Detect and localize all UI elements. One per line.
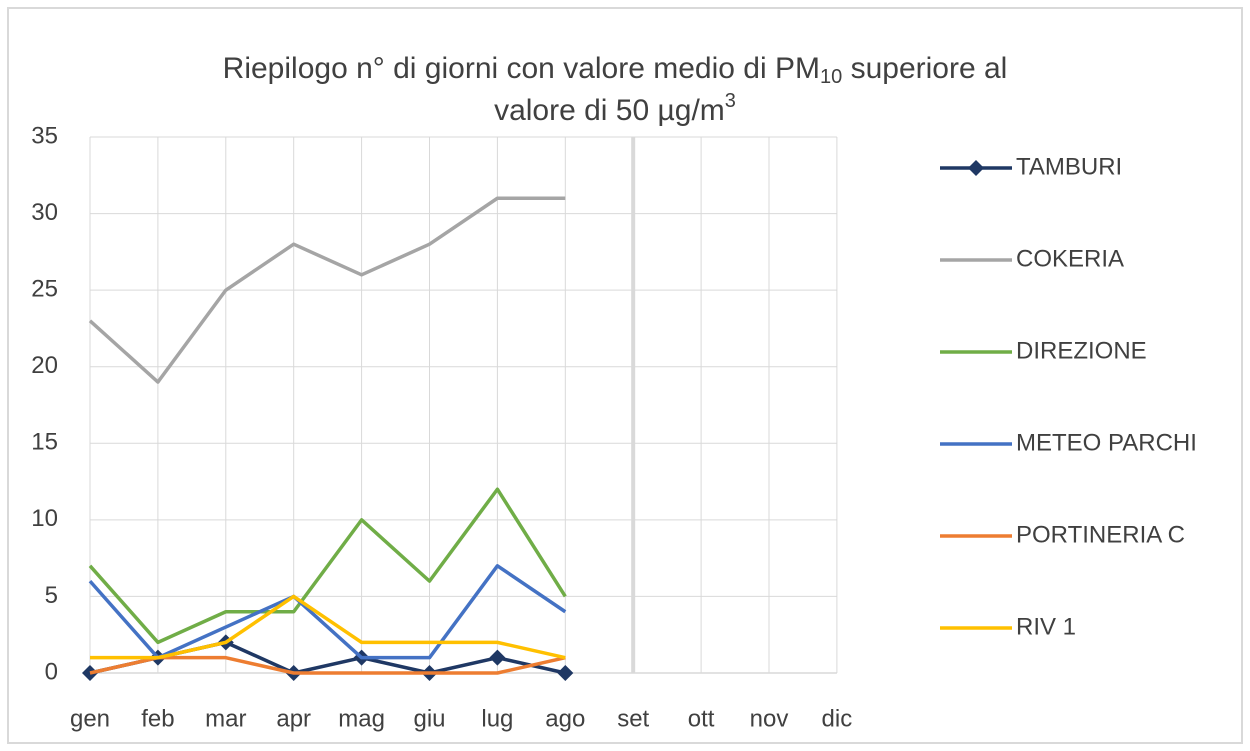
chart-title: valore di 50 µg/m3: [494, 90, 736, 127]
y-tick-label: 15: [31, 429, 58, 456]
legend-label: TAMBURI: [1016, 153, 1122, 180]
series-line: [88, 196, 566, 384]
y-tick-label: 5: [45, 582, 58, 609]
x-tick-label: set: [617, 705, 649, 732]
y-tick-label: 20: [31, 352, 58, 379]
title-text: valore di 50 µg/m: [494, 94, 725, 127]
series-line: [88, 487, 567, 645]
legend-label: METEO PARCHI: [1016, 429, 1197, 456]
title-text: Riepilogo n° di giorni con valore medio …: [223, 52, 820, 85]
series-line: [89, 655, 566, 675]
x-tick-label: ago: [545, 705, 585, 732]
legend-label: DIREZIONE: [1016, 337, 1147, 364]
chart-border: [7, 7, 1243, 744]
x-tick-label: nov: [750, 705, 789, 732]
series-line: [88, 564, 567, 660]
title-text: superiore al: [842, 52, 1007, 85]
title-subscript: 10: [820, 66, 842, 88]
chart-title: Riepilogo n° di giorni con valore medio …: [223, 52, 1008, 88]
title-superscript: 3: [725, 90, 736, 112]
y-tick-label: 10: [31, 505, 58, 532]
legend-label: COKERIA: [1016, 245, 1124, 272]
x-tick-label: feb: [141, 705, 174, 732]
legend-marker: [968, 160, 984, 176]
point-marker: [489, 649, 506, 666]
y-tick-label: 30: [31, 199, 58, 226]
point-marker: [557, 665, 574, 681]
x-tick-label: mag: [338, 705, 385, 732]
series-line: [90, 594, 566, 660]
x-tick-label: dic: [822, 705, 853, 732]
x-tick-label: apr: [276, 705, 311, 732]
y-tick-label: 35: [31, 122, 58, 149]
x-tick-label: giu: [413, 705, 445, 732]
x-tick-label: lug: [481, 705, 513, 732]
legend-label: RIV 1: [1016, 613, 1076, 640]
x-tick-label: ott: [688, 705, 715, 732]
legend-label: PORTINERIA C: [1016, 521, 1185, 548]
y-tick-label: 25: [31, 275, 58, 302]
x-tick-label: mar: [205, 705, 246, 732]
y-tick-label: 0: [45, 658, 58, 685]
x-tick-label: gen: [70, 705, 110, 732]
